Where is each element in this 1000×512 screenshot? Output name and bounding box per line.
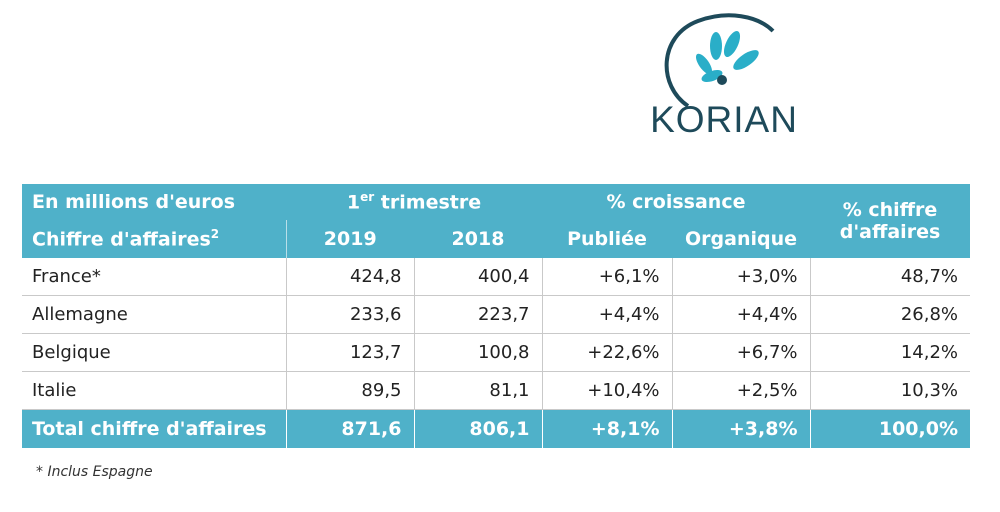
organic-growth-cell: +6,7%: [671, 333, 810, 372]
organic-growth-cell: +4,4%: [671, 295, 810, 334]
total-share-cell: 100,0%: [809, 409, 970, 448]
share-cell: 14,2%: [809, 333, 970, 372]
value-2018-cell: 81,1: [413, 371, 542, 410]
organic-growth-cell: +2,5%: [671, 371, 810, 410]
value-2018-cell: 223,7: [413, 295, 542, 334]
logo-center: [717, 75, 727, 85]
logo-leaf: [733, 50, 759, 70]
logo-leaf: [710, 32, 722, 60]
total-organic-cell: +3,8%: [671, 409, 810, 448]
year-2019-header: 2019: [285, 220, 414, 258]
country-cell: Allemagne: [22, 295, 286, 334]
country-cell: Belgique: [22, 333, 286, 372]
total-2019-cell: 871,6: [285, 409, 414, 448]
value-2019-cell: 89,5: [285, 371, 414, 410]
unit-header: En millions d'euros: [22, 184, 286, 220]
table-row: Belgique 123,7 100,8 +22,6% +6,7% 14,2%: [22, 333, 970, 372]
metric-header: Chiffre d'affaires2: [22, 220, 286, 258]
country-cell: France*: [22, 258, 286, 296]
value-2019-cell: 424,8: [285, 258, 414, 296]
total-2018-cell: 806,1: [413, 409, 542, 448]
revenue-table: En millions d'euros 1er trimestre % croi…: [22, 184, 970, 448]
country-cell: Italie: [22, 371, 286, 410]
total-row: Total chiffre d'affaires 871,6 806,1 +8,…: [22, 409, 970, 448]
table-row: France* 424,8 400,4 +6,1% +3,0% 48,7%: [22, 258, 970, 296]
published-growth-cell: +10,4%: [541, 371, 672, 410]
share-cell: 26,8%: [809, 295, 970, 334]
header-row-2: Chiffre d'affaires2 2019 2018 Publiée Or…: [22, 220, 970, 258]
total-label: Total chiffre d'affaires: [22, 409, 286, 448]
header-row-1: En millions d'euros 1er trimestre % croi…: [22, 184, 970, 258]
published-growth-cell: +22,6%: [541, 333, 672, 372]
organic-header: Organique: [672, 220, 810, 258]
logo-wordmark: KORIAN: [650, 99, 798, 140]
value-2019-cell: 233,6: [285, 295, 414, 334]
korian-logo: [664, 13, 775, 108]
table-row: Allemagne 233,6 223,7 +4,4% +4,4% 26,8%: [22, 295, 970, 334]
quarter-header: 1er trimestre: [286, 184, 542, 220]
total-published-cell: +8,1%: [541, 409, 672, 448]
published-growth-cell: +4,4%: [541, 295, 672, 334]
share-header: % chiffre d'affaires: [810, 184, 970, 258]
table-row: Italie 89,5 81,1 +10,4% +2,5% 10,3%: [22, 371, 970, 410]
share-cell: 48,7%: [809, 258, 970, 296]
organic-growth-cell: +3,0%: [671, 258, 810, 296]
value-2018-cell: 400,4: [413, 258, 542, 296]
published-growth-cell: +6,1%: [541, 258, 672, 296]
growth-header: % croissance: [542, 184, 810, 220]
logo-leaf: [723, 31, 741, 57]
value-2018-cell: 100,8: [413, 333, 542, 372]
logo-ring: [664, 13, 775, 108]
value-2019-cell: 123,7: [285, 333, 414, 372]
share-cell: 10,3%: [809, 371, 970, 410]
logo-leaf: [695, 53, 713, 75]
year-2018-header: 2018: [414, 220, 542, 258]
footnote: * Inclus Espagne: [36, 464, 153, 480]
published-header: Publiée: [542, 220, 672, 258]
